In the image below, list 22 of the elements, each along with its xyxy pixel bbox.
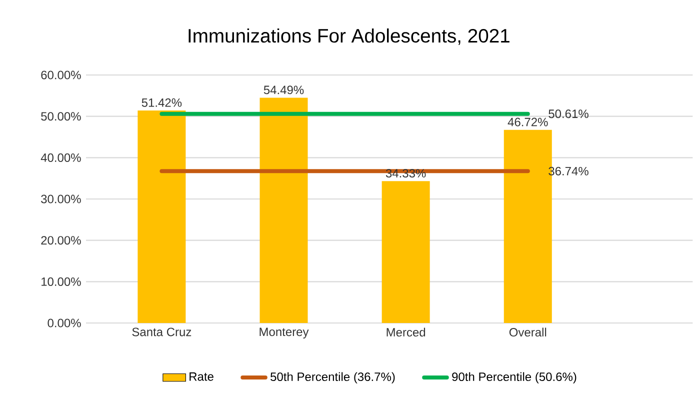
legend-label: 50th Percentile (36.7%) <box>270 372 395 384</box>
bar <box>138 110 186 323</box>
bar <box>382 181 430 323</box>
y-tick-label: 30.00% <box>41 194 81 204</box>
y-tick-label: 50.00% <box>41 112 81 121</box>
y-tick-label: 10.00% <box>42 277 81 286</box>
data-label: 50.61% <box>548 110 588 118</box>
x-tick-label: Overall <box>509 328 546 337</box>
y-tick-label: 20.00% <box>41 236 81 245</box>
legend-label: 90th Percentile (50.6%) <box>452 372 576 384</box>
data-label: 51.42% <box>142 98 182 107</box>
y-tick-label: 60.00% <box>41 70 81 80</box>
y-tick-label: 40.00% <box>40 153 81 162</box>
x-tick-label: Santa Cruz <box>132 328 192 336</box>
x-tick-label: Monterey <box>260 328 309 338</box>
chart-title: Immunizations For Adolescents, 2021 <box>188 28 510 45</box>
data-label: 46.72% <box>508 118 548 126</box>
legend-label: Rate <box>190 372 214 381</box>
data-label: 54.49% <box>264 86 304 94</box>
y-tick-label: 0.00% <box>48 318 81 328</box>
bar <box>260 98 308 323</box>
x-tick-label: Merced <box>386 328 426 337</box>
